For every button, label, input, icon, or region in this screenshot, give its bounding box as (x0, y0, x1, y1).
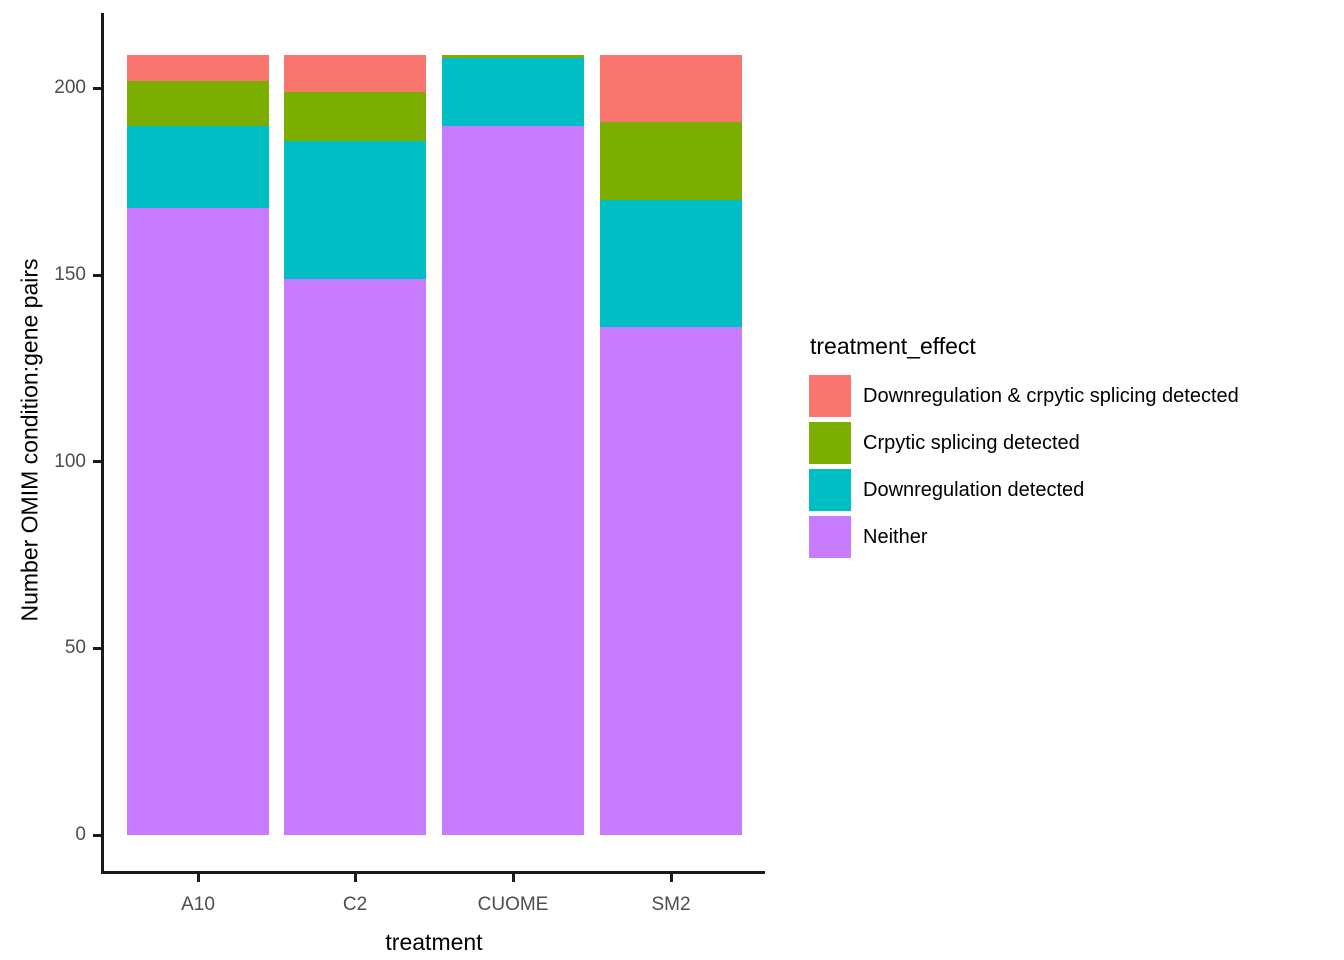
x-tick-mark (511, 874, 515, 882)
x-tick-mark (353, 874, 357, 882)
y-tick-label-100: 100 (54, 450, 86, 472)
x-tick-mark (669, 874, 673, 882)
bar-segment-sm2-downregulation-crpytic-splicing-detected (600, 54, 742, 122)
legend-item-label: Neither (863, 525, 928, 548)
x-tick-label-sm2: SM2 (651, 894, 691, 915)
legend-item-label: Crpytic splicing detected (863, 431, 1080, 454)
bar-segment-cuome-neither (442, 125, 584, 835)
bar-segment-c2-downregulation-crpytic-splicing-detected (284, 54, 426, 93)
y-tick-label-200: 200 (54, 77, 86, 99)
legend-item-crpytic-splicing-detected: Crpytic splicing detected (809, 422, 1339, 464)
bar-segment-a10-neither (127, 207, 269, 835)
x-tick-label-c2: C2 (342, 894, 368, 915)
bar-segment-a10-downregulation-detected (127, 125, 269, 208)
y-tick-mark (93, 833, 101, 837)
x-axis-line (101, 871, 765, 874)
bar-segment-sm2-downregulation-detected (600, 200, 742, 328)
y-axis-title: Number OMIM condition:gene pairs (16, 258, 43, 622)
legend-swatch-crpytic-splicing-detected (809, 422, 851, 464)
bar-segment-c2-downregulation-detected (284, 140, 426, 279)
x-tick-mark (196, 874, 200, 882)
legend-item-downregulation-detected: Downregulation detected (809, 469, 1339, 511)
bar-segment-sm2-neither (600, 327, 742, 835)
legend-item-neither: Neither (809, 516, 1339, 558)
x-tick-label-cuome: CUOME (477, 894, 549, 915)
y-tick-mark (93, 646, 101, 650)
bar-segment-c2-neither (284, 278, 426, 835)
y-tick-mark (93, 86, 101, 90)
bar-segment-sm2-crpytic-splicing-detected (600, 121, 742, 201)
legend-title: treatment_effect (810, 333, 976, 359)
y-tick-mark (93, 273, 101, 277)
y-tick-label-0: 0 (75, 824, 86, 845)
bar-segment-a10-crpytic-splicing-detected (127, 80, 269, 126)
legend: treatment_effect Downregulation & crpyti… (809, 333, 1339, 563)
legend-item-downregulation-crpytic-splicing-detected: Downregulation & crpytic splicing detect… (809, 375, 1339, 417)
bar-segment-c2-crpytic-splicing-detected (284, 92, 426, 141)
bar-segment-cuome-downregulation-detected (442, 58, 584, 126)
legend-swatch-neither (809, 516, 851, 558)
y-tick-mark (93, 460, 101, 464)
legend-items: Downregulation & crpytic splicing detect… (809, 375, 1339, 558)
legend-item-label: Downregulation & crpytic splicing detect… (863, 384, 1239, 407)
y-tick-label-150: 150 (54, 264, 86, 285)
legend-item-label: Downregulation detected (863, 478, 1085, 501)
bar-segment-a10-downregulation-crpytic-splicing-detected (127, 54, 269, 81)
legend-swatch-downregulation-detected (809, 469, 851, 511)
y-tick-label-50: 50 (64, 637, 86, 659)
y-axis-line (101, 13, 104, 874)
x-axis-title: treatment (385, 929, 483, 955)
legend-swatch-downregulation-crpytic-splicing-detected (809, 375, 851, 417)
x-tick-label-a10: A10 (181, 894, 215, 915)
bar-segment-cuome-crpytic-splicing-detected (442, 54, 584, 59)
